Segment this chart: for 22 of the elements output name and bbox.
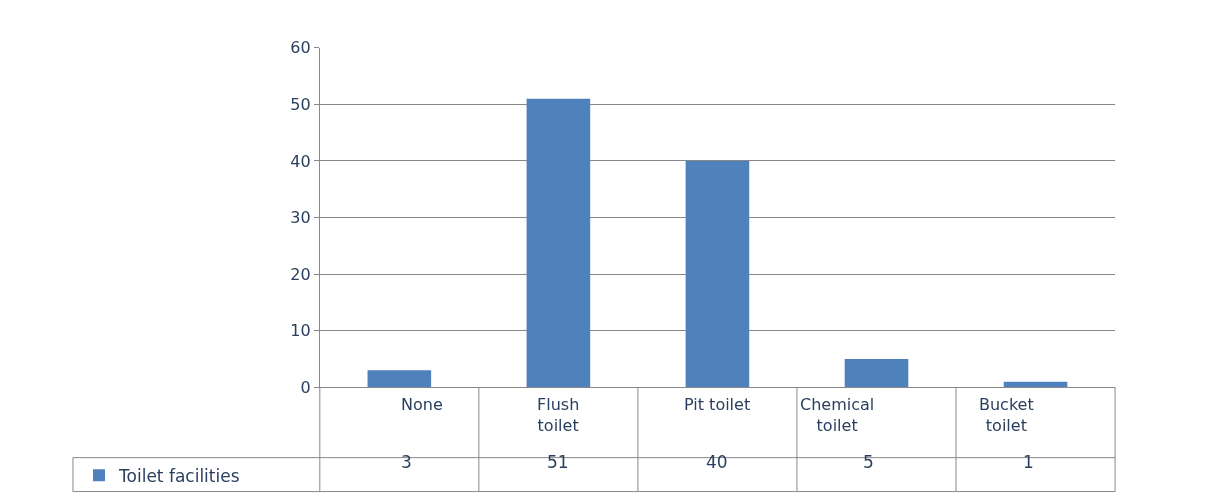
x-tick-label: Chemical toilet xyxy=(800,395,875,435)
y-tick-label: 40 xyxy=(290,151,311,171)
x-tick-label: Pit toilet xyxy=(684,395,751,414)
x-tick-label: Flush toilet xyxy=(537,395,580,435)
y-tick-label: 0 xyxy=(300,377,311,397)
data-label: 1 xyxy=(1023,452,1034,472)
bar xyxy=(844,359,909,388)
y-tick-label: 30 xyxy=(290,208,311,228)
x-tick-label: Bucket toilet xyxy=(979,395,1034,435)
data-label: 40 xyxy=(706,452,728,472)
y-tick-label: 10 xyxy=(290,321,311,341)
bar xyxy=(685,160,750,388)
data-label: 3 xyxy=(401,452,412,472)
bar xyxy=(526,98,591,388)
legend-label: Toilet facilities xyxy=(118,465,240,486)
x-tick-label: None xyxy=(401,395,443,414)
bar xyxy=(367,370,432,388)
y-tick-label: 60 xyxy=(290,38,311,58)
y-tick-label: 50 xyxy=(290,94,311,114)
data-label: 5 xyxy=(863,452,874,472)
data-label: 51 xyxy=(547,452,569,472)
y-tick-label: 20 xyxy=(290,264,311,284)
